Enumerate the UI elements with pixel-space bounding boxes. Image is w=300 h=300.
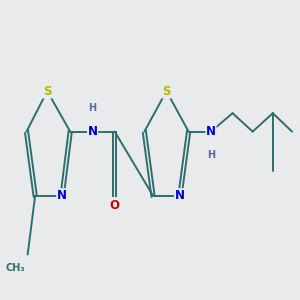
Text: S: S (43, 85, 52, 98)
Text: N: N (57, 189, 67, 202)
Text: N: N (175, 189, 185, 202)
Text: N: N (206, 125, 216, 138)
Text: H: H (207, 150, 215, 160)
Text: O: O (110, 199, 120, 212)
Text: H: H (88, 103, 97, 113)
Text: S: S (162, 85, 171, 98)
Text: N: N (88, 125, 98, 138)
Text: CH₃: CH₃ (6, 263, 26, 273)
